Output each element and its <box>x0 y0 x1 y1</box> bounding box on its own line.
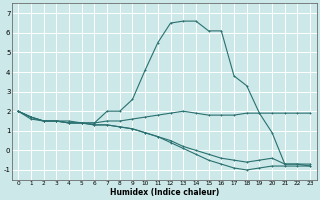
X-axis label: Humidex (Indice chaleur): Humidex (Indice chaleur) <box>109 188 219 197</box>
